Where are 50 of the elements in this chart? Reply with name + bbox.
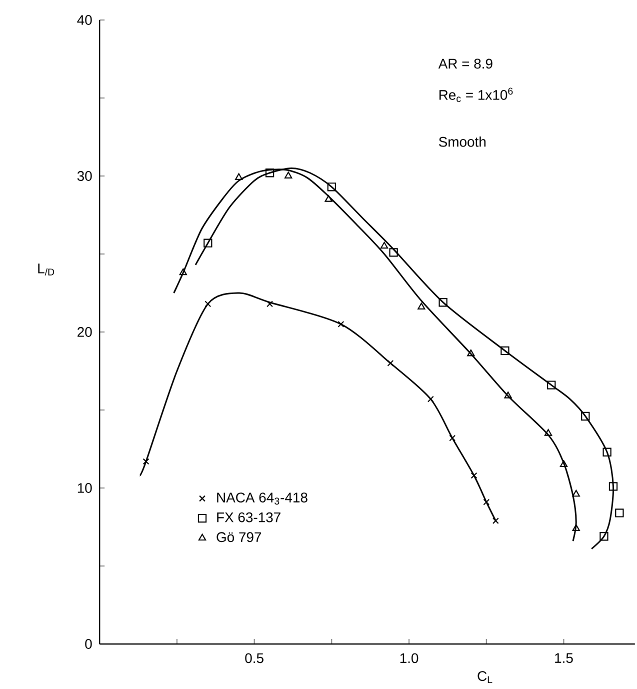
annotation: AR = 8.9	[438, 58, 492, 69]
point	[204, 238, 212, 248]
legend-label: FX 63-137	[217, 512, 280, 522]
point	[142, 458, 150, 465]
point	[389, 248, 398, 257]
point	[492, 518, 499, 524]
point	[504, 392, 512, 398]
x-axis-title: C$_{L}$	[478, 671, 492, 684]
y-tick-label: 20	[78, 327, 92, 337]
point	[265, 168, 274, 178]
point	[602, 448, 612, 456]
y-tick-label: 0	[85, 639, 92, 649]
legend-label: NACA 64$_{3}$-418	[217, 492, 308, 505]
y-tick-label: 40	[77, 15, 92, 25]
annotation: Smooth	[438, 136, 486, 147]
point	[483, 498, 490, 506]
legend-label: Gö 797	[216, 532, 262, 542]
point	[427, 396, 434, 402]
point	[235, 173, 243, 180]
point	[179, 268, 187, 276]
point	[438, 298, 448, 307]
point	[547, 380, 556, 390]
annotation: Re$_{c}$ = 1x10$^{6}$	[439, 88, 513, 102]
x-tick-label: 1.0	[400, 653, 418, 664]
point	[544, 429, 552, 436]
point	[600, 532, 608, 541]
point	[470, 472, 478, 479]
x-tick-label: 1.5	[555, 653, 573, 663]
point	[387, 360, 394, 366]
point	[338, 320, 344, 328]
point	[615, 508, 624, 518]
point	[327, 182, 336, 192]
point	[449, 434, 456, 442]
point	[380, 242, 388, 249]
point	[500, 346, 510, 356]
point	[560, 460, 568, 468]
point	[572, 524, 580, 532]
x-tick-label: 0.5	[245, 653, 264, 664]
point	[581, 412, 590, 421]
point	[324, 195, 332, 202]
y-tick-label: 30	[77, 171, 92, 181]
point	[204, 300, 212, 308]
point	[418, 302, 426, 310]
y-axis-title: L$_{/D}$	[38, 264, 54, 276]
point	[572, 490, 580, 497]
point	[284, 172, 292, 178]
y-tick-label: 10	[78, 483, 92, 493]
point	[266, 300, 274, 308]
point	[467, 350, 475, 356]
point	[608, 482, 618, 491]
